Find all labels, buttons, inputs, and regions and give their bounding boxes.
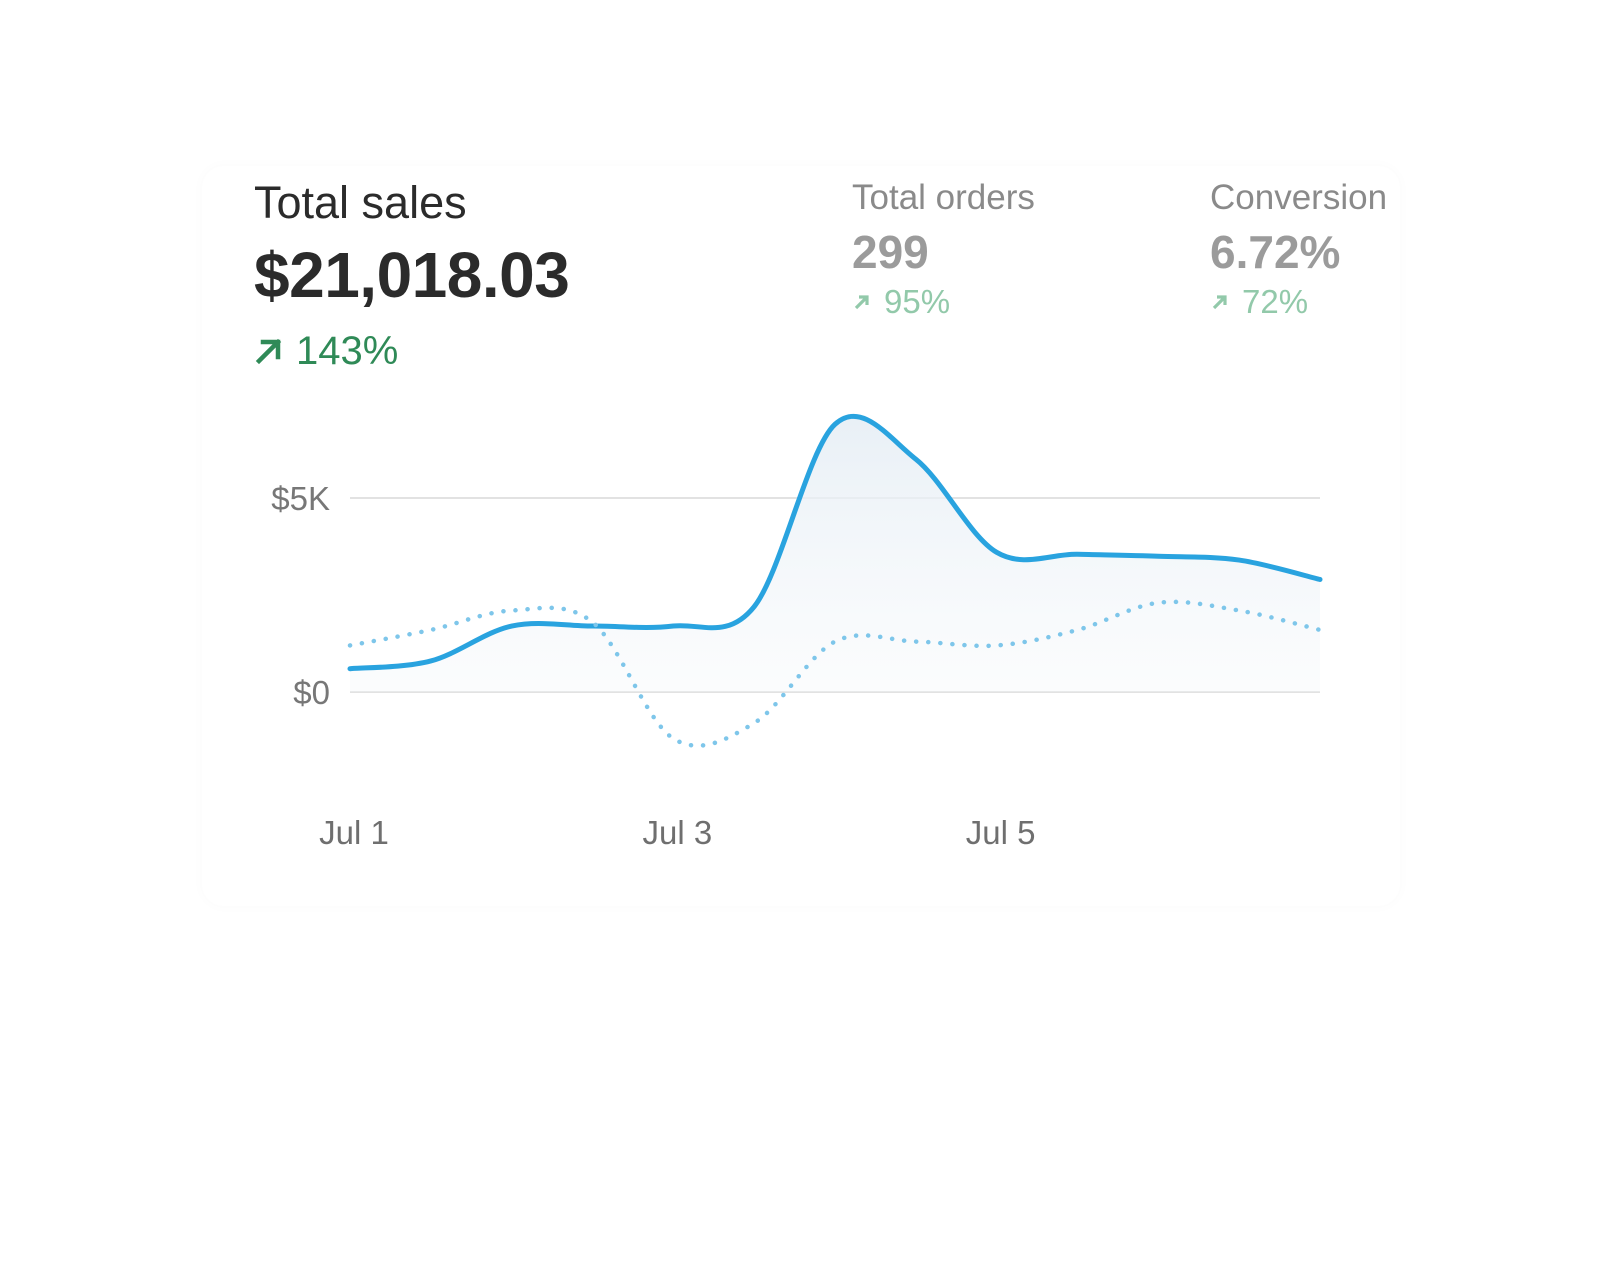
conversion-change: 72%	[1210, 285, 1400, 318]
x-tick-label: Jul 3	[642, 814, 712, 851]
arrow-up-right-icon	[1212, 294, 1227, 309]
series-line-current	[347, 414, 1323, 672]
total-orders-change: 95%	[852, 285, 1035, 318]
sales-card: Total sales $21,018.03 143% Total orders…	[202, 166, 1400, 906]
x-tick-label: Jul 1	[319, 814, 389, 851]
total-sales-change: 143%	[254, 331, 569, 371]
y-tick-label: $0	[293, 674, 330, 711]
total-orders-change-value: 95%	[884, 283, 951, 320]
arrow-up-right-icon	[854, 294, 869, 309]
total-orders-label: Total orders	[852, 178, 1035, 217]
y-tick-label: $5K	[271, 480, 330, 517]
total-sales-metric[interactable]: Total sales $21,018.03 143%	[254, 177, 570, 371]
total-sales-label: Total sales	[254, 177, 467, 228]
series-area	[350, 416, 1320, 692]
x-tick-label: Jul 5	[966, 814, 1036, 851]
conversion-value: 6.72%	[1210, 226, 1341, 278]
total-sales-value: $21,018.03	[254, 239, 570, 311]
total-orders-value: 299	[852, 226, 929, 278]
total-orders-metric[interactable]: Total orders 299 95%	[852, 180, 1035, 318]
conversion-metric[interactable]: Conversion 6.72% 72%	[1210, 180, 1400, 318]
conversion-change-value: 72%	[1242, 283, 1309, 318]
sales-line-chart: $0 $5K Jul 1 Jul 3 Jul 5	[271, 414, 1323, 851]
total-sales-change-value: 143%	[296, 329, 399, 373]
arrow-up-right-icon	[255, 338, 282, 365]
conversion-label: Conversion	[1210, 180, 1388, 217]
